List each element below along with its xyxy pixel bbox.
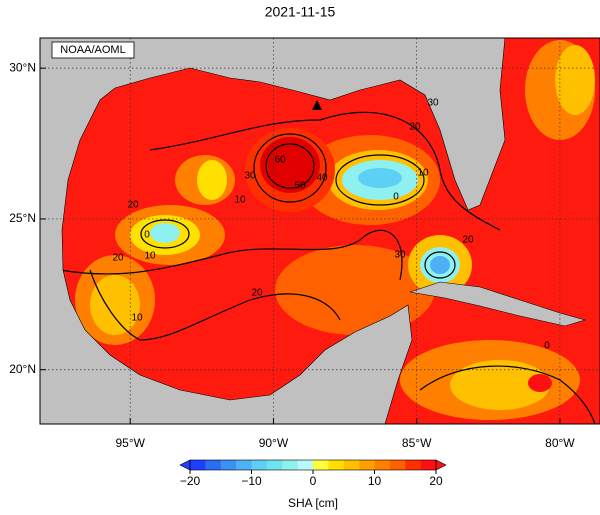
contour-line [149,111,501,231]
colorbar-segment [236,460,252,470]
x-tick-label: 90°W [259,436,289,450]
credit-box [51,41,135,59]
contour-line [424,251,456,279]
colorbar-segment [343,460,360,470]
colorbar-segment [328,460,345,470]
anomaly-region [528,374,552,392]
colorbar-segment [389,460,406,470]
colorbar-segment [420,460,437,470]
colorbar-extend [179,459,191,471]
island [409,281,587,327]
colorbar-segment [374,460,391,470]
credit: NOAA/AOML [60,44,125,56]
map-frame [39,37,600,425]
colorbar-segment [266,460,283,470]
anomaly-region [275,245,435,335]
graticule [40,38,600,424]
contour-label: 20 [251,288,263,299]
contour-label: 30 [244,171,256,182]
contour-line [335,154,425,206]
contour-label: 0 [144,230,150,241]
contour-label: 10 [234,195,246,206]
colorbar-segment [297,460,314,470]
contour-label: 10 [131,313,143,324]
anomaly-region [260,137,320,193]
contour-lines [59,111,596,424]
contour-label: 30 [394,250,406,261]
colorbar-segment [205,460,222,470]
anomaly-region [430,256,450,274]
colorbar-label: SHA [cm] [288,496,338,510]
map-area: 30 20 60 50 40 0 10 20 10 30 0 10 20 10 20 30 20 0 [40,38,600,424]
colorbar-segment [220,460,237,470]
colorbar-tick-label: −20 [180,474,201,488]
contour-label: 20 [112,253,124,264]
y-tick-label: 30°N [9,60,36,74]
contour-label: 0 [544,341,550,352]
contour-label: 10 [144,251,156,262]
contour-label: 40 [316,173,328,184]
contour-line [265,143,315,189]
anomaly-region [450,360,550,410]
contour-label: 60 [274,155,286,166]
colorbar-tick-label: 0 [310,474,317,488]
land-mass [40,38,506,424]
anomaly-region [555,45,595,115]
station-marker [312,100,322,110]
contour-label: 20 [127,200,139,211]
contour-label: 10 [417,168,429,179]
colorbar-tick-label: 20 [429,474,443,488]
y-tick-label: 20°N [9,362,36,376]
colorbar-segment [359,460,375,470]
map-title: 2021-11-15 [265,4,336,20]
contour-line [253,133,327,203]
contour-label: 20 [462,235,474,246]
colorbar-segment [405,460,421,470]
x-tick-label: 85°W [402,436,432,450]
y-tick-label: 25°N [9,211,36,225]
contour-line [59,229,403,281]
contour-label: 50 [294,181,306,192]
colorbar-extend [435,459,447,471]
contour-label: 0 [393,192,399,203]
anomaly-region [197,160,227,200]
colorbar: −20 −10 0 10 20 SHA [cm] [179,459,447,510]
contour-line [89,269,341,341]
x-tick-label: 80°W [545,436,575,450]
anomaly-region [150,223,180,243]
anomaly-field [75,40,595,420]
anomaly-region [90,275,140,335]
contour-label: 30 [427,98,439,109]
contour-line [140,219,190,249]
contour-labels: 30 20 60 50 40 0 10 20 10 30 0 10 20 10 20 30 20 0 [112,98,550,352]
x-tick-label: 95°W [115,436,145,450]
colorbar-segment [190,460,206,470]
contour-label: 20 [409,122,421,133]
colorbar-segment [282,460,298,470]
colorbar-tick-label: 10 [368,474,382,488]
colorbar-segment [251,460,268,470]
contour-line [419,365,596,424]
anomaly-region [358,168,402,188]
land [40,38,587,424]
colorbar-segment [313,460,329,470]
colorbar-tick-label: −10 [241,474,262,488]
